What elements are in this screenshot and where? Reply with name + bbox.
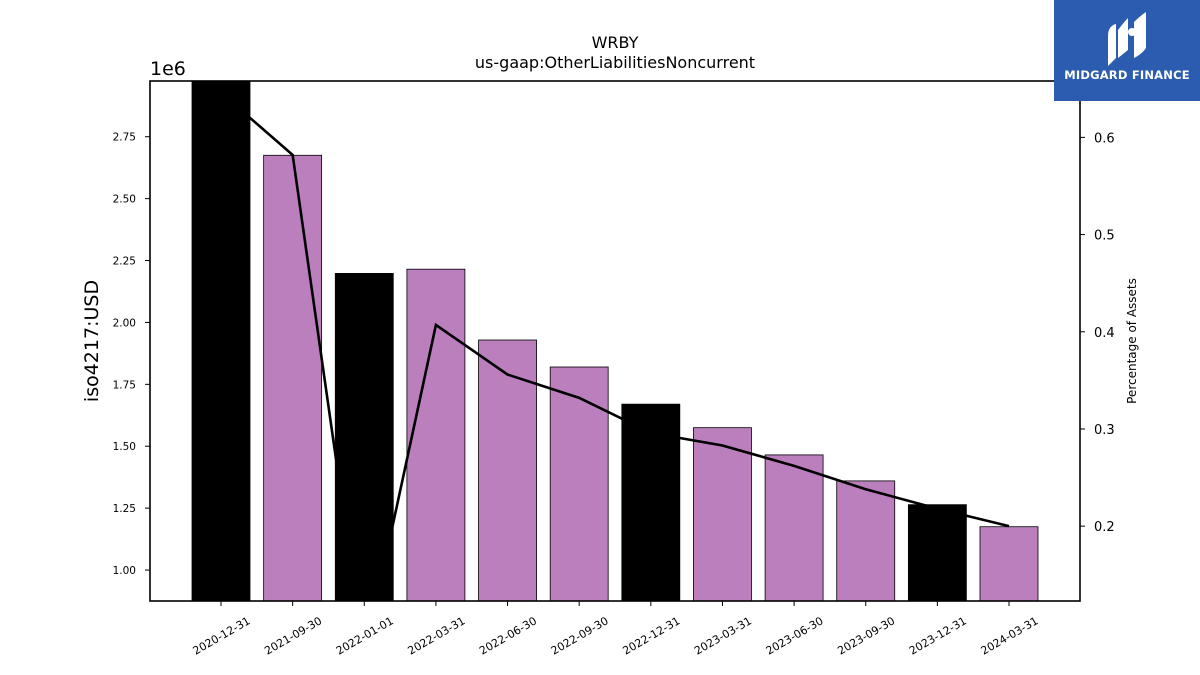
- bars-group: [191, 80, 1039, 602]
- x-tick-label: 2023-12-31: [907, 614, 969, 657]
- midgard-logo-icon: [1108, 12, 1146, 66]
- x-tick-label: 2022-12-31: [620, 614, 682, 657]
- x-tick-label: 2023-03-31: [692, 614, 754, 657]
- x-tick-label: 2022-09-30: [549, 614, 611, 657]
- bar-2021-09-30: [263, 154, 323, 602]
- bar-2022-03-31: [406, 268, 466, 602]
- plot-frame: [149, 80, 1081, 602]
- bar-2024-03-31: [979, 526, 1039, 602]
- x-tick-label: 2021-09-30: [262, 614, 324, 657]
- x-tick-label: 2023-09-30: [835, 614, 897, 657]
- chart-subtitle: us-gaap:OtherLiabilitiesNoncurrent: [475, 53, 755, 72]
- x-tick-label: 2022-01-01: [334, 614, 396, 657]
- bar-2023-09-30: [836, 480, 896, 602]
- y-tick-label: 1.75: [113, 379, 136, 391]
- x-tick-label: 2023-06-30: [764, 614, 826, 657]
- bar-2023-06-30: [764, 454, 824, 602]
- y-tick-label: 1.00: [113, 565, 136, 577]
- y-tick-label: 2.50: [113, 194, 136, 206]
- x-ticks: 2020-12-31 2021-09-30 2022-01-01 2022-03-31…: [191, 601, 1041, 658]
- y-tick-label: 1.25: [113, 503, 136, 515]
- line-group: [220, 91, 1010, 601]
- logo-text: MIDGARD FINANCE: [1064, 68, 1190, 82]
- bar-2022-09-30: [549, 366, 609, 602]
- bar-2022-06-30: [478, 339, 537, 602]
- bar-2022-01-01: [334, 272, 394, 602]
- x-tick-label: 2022-06-30: [477, 614, 539, 657]
- y2-axis-label: Percentage of Assets: [1125, 278, 1139, 404]
- y-tick-label: 1.50: [113, 441, 136, 453]
- x-tick-label: 2020-12-31: [191, 614, 253, 657]
- y-axis-label: iso4217:USD: [81, 280, 103, 402]
- percentage-line: [220, 91, 1010, 601]
- y-offset-label: 1e6: [150, 58, 186, 80]
- y2-tick-label: 0.5: [1094, 229, 1115, 244]
- y-tick-label: 2.25: [113, 256, 136, 268]
- chart-title: WRBY: [592, 33, 639, 52]
- x-tick-label: 2022-03-31: [406, 614, 468, 657]
- y-tick-label: 2.75: [113, 132, 136, 144]
- midgard-logo: MIDGARD FINANCE: [1054, 0, 1200, 101]
- y-tick-label: 2.00: [113, 317, 136, 329]
- y2-tick-label: 0.4: [1094, 326, 1115, 341]
- y2-tick-label: 0.2: [1094, 520, 1115, 535]
- x-tick-label: 2024-03-31: [979, 614, 1041, 657]
- y2-tick-label: 0.6: [1094, 131, 1115, 146]
- y2-tick-label: 0.3: [1094, 423, 1115, 438]
- bar-2023-03-31: [693, 427, 752, 602]
- bar-2020-12-31: [191, 80, 251, 602]
- bar-2023-12-31: [907, 504, 967, 602]
- y-ticks: 1.00 1.25 1.50 1.75 2.00 2.25 2.50 2.75: [113, 132, 150, 577]
- y2-ticks: 0.2 0.3 0.4 0.5 0.6: [1080, 131, 1115, 535]
